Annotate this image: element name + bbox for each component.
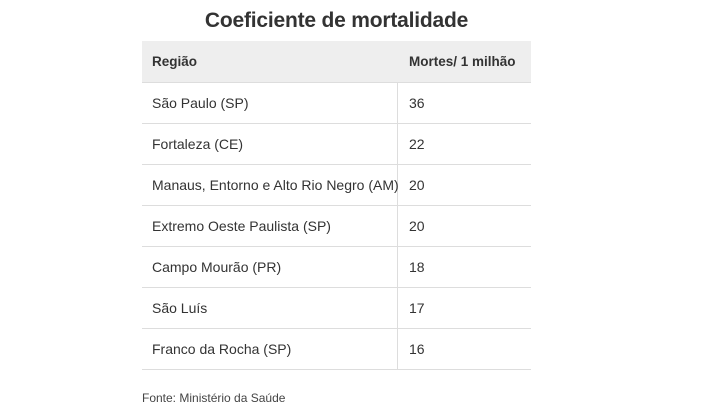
deaths-per-million-cell: 18 (409, 259, 425, 275)
region-cell: São Luís (142, 288, 398, 328)
mortality-table: Região Mortes/ 1 milhão São Paulo (SP) 36… (142, 41, 531, 370)
deaths-per-million-cell: 20 (409, 177, 425, 193)
table-row: Campo Mourão (PR) 18 (142, 247, 531, 288)
table-row: Fortaleza (CE) 22 (142, 124, 531, 165)
column-header-deaths: Mortes/ 1 milhão (409, 54, 516, 69)
table-row: Manaus, Entorno e Alto Rio Negro (AM) 20 (142, 165, 531, 206)
table-row: São Luís 17 (142, 288, 531, 329)
column-header-region: Região (152, 54, 198, 69)
deaths-per-million-cell: 16 (409, 341, 425, 357)
region-cell: Campo Mourão (PR) (142, 247, 398, 287)
region-cell: Fortaleza (CE) (142, 124, 398, 164)
deaths-per-million-cell: 36 (409, 95, 425, 111)
table-row: Franco da Rocha (SP) 16 (142, 329, 531, 370)
deaths-per-million-cell: 17 (409, 300, 425, 316)
table-body: São Paulo (SP) 36 Fortaleza (CE) 22 Manaus, … (142, 83, 531, 370)
table-header-row: Região Mortes/ 1 milhão (142, 41, 531, 83)
region-cell: São Paulo (SP) (142, 83, 398, 123)
region-cell: Manaus, Entorno e Alto Rio Negro (AM) (142, 165, 399, 205)
table-row: Extremo Oeste Paulista (SP) 20 (142, 206, 531, 247)
deaths-per-million-cell: 20 (409, 218, 425, 234)
region-cell: Franco da Rocha (SP) (142, 329, 398, 369)
source-note: Fonte: Ministério da Saúde (142, 391, 286, 405)
deaths-per-million-cell: 22 (409, 136, 425, 152)
table-title: Coeficiente de mortalidade (204, 9, 469, 32)
region-cell: Extremo Oeste Paulista (SP) (142, 206, 398, 246)
table-row: São Paulo (SP) 36 (142, 83, 531, 124)
